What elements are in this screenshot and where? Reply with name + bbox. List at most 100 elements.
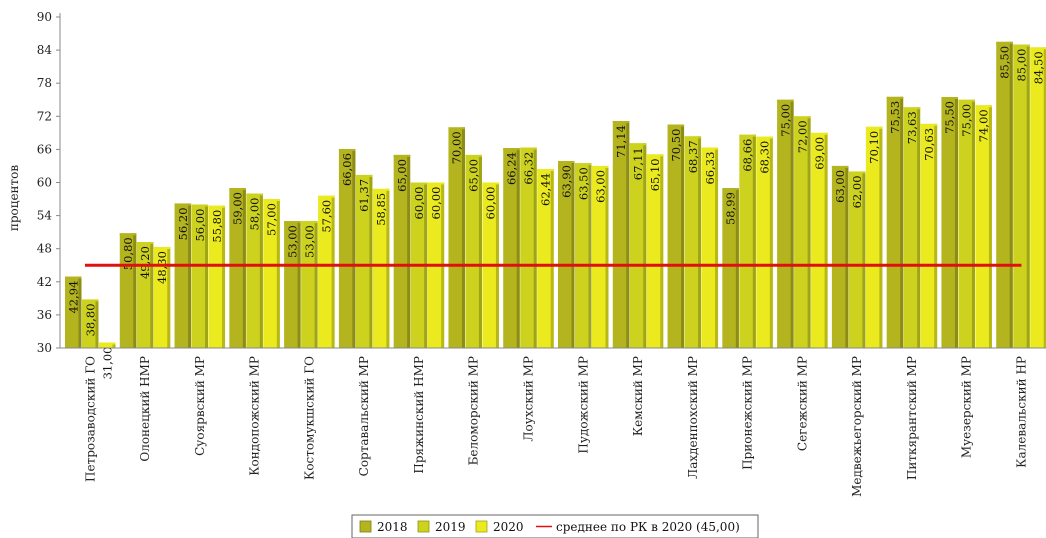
bar-shade [735,188,739,348]
bar-shade [297,221,301,348]
bar [301,221,318,348]
data-label: 59,00 [231,192,245,225]
bar [920,123,938,348]
data-label: 68,30 [758,141,772,174]
bar [246,193,263,348]
bar [99,342,116,348]
y-tick-label: 66 [37,142,52,156]
data-label: 66,33 [703,152,717,185]
bar-top [920,123,938,126]
y-tick-label: 72 [37,109,52,123]
x-tick-label: Медвежьегорский МР [850,356,864,497]
bar-top [372,188,390,191]
bar-top [903,107,921,110]
bar-top [153,247,171,250]
bar-shade [790,99,794,348]
bar-top [777,99,794,102]
data-label: 67,11 [631,147,645,180]
bar [448,127,465,348]
bar-top [646,154,664,157]
bar [831,165,849,348]
bar [722,188,739,348]
bar-shade [954,96,958,348]
bar [886,96,904,348]
x-tick-label: Муезерский МР [960,356,974,458]
bar [174,203,192,348]
bar-top [667,124,685,127]
bar [263,199,280,348]
bar [318,195,335,348]
bar [284,221,301,348]
bar-top [537,169,554,172]
bar [229,188,246,348]
bar [191,204,209,348]
bar-shade [407,154,411,348]
bar-top [865,126,883,129]
x-tick-label: Калевальский НР [1014,356,1028,468]
bar-shade [1009,41,1013,348]
y-tick-label: 60 [37,176,52,190]
data-label: 63,00 [833,170,847,203]
bar [701,147,719,348]
bar-shade [605,165,609,348]
bar-shade [752,134,756,348]
bar [82,299,99,348]
bar-shade [1043,47,1046,348]
bar [996,41,1013,348]
legend-swatch [417,520,430,533]
bar-top [520,147,537,150]
bar-top [503,148,520,151]
bar [465,154,482,348]
bar-shade [461,127,465,348]
legend-label: 2018 [377,520,408,534]
bar-shade [205,204,209,348]
bar [208,205,226,348]
bar-shade [681,124,685,348]
data-label: 70,10 [867,131,881,164]
data-label: 63,00 [593,170,607,203]
bar-shade [715,147,719,348]
bar-shade [112,342,116,348]
data-label: 65,10 [648,158,662,191]
bar-top [229,188,246,191]
bar-shade [188,203,192,348]
y-tick-label: 78 [37,76,52,90]
bar-shade [352,149,356,348]
data-label: 55,80 [210,210,224,243]
bar-shade [879,126,883,348]
bar [629,143,647,348]
data-label: 70,00 [450,131,464,164]
bar-top [811,132,828,135]
y-tick-label: 90 [37,10,52,24]
data-label: 75,50 [943,101,957,134]
bar-shade [824,132,828,348]
data-label: 42,94 [66,281,80,314]
data-label: 50,80 [121,237,135,270]
data-label: 84,50 [1031,51,1045,84]
bar-top [739,134,756,137]
x-tick-label: Сортавальский МР [357,356,371,476]
y-axis: 30 36 42 48 54 60 66 72 78 84 90 [37,10,61,355]
bar [592,165,609,348]
x-tick-label: Кондопожский МР [248,356,262,476]
bar-top [284,221,301,224]
data-label: 57,00 [265,203,279,236]
bar-shade [988,105,992,349]
bar-shade [917,107,921,348]
y-tick-label: 48 [37,242,52,256]
bar-top [1013,44,1030,47]
data-label: 60,00 [429,187,443,220]
data-label: 72,00 [795,120,809,153]
bar-shade [588,163,592,348]
x-tick-label: Суоярвский МР [193,356,207,456]
y-tick-label: 54 [37,209,53,223]
data-label: 63,50 [576,167,590,200]
bar [393,154,411,348]
bars [65,41,1046,349]
legend-swatch [359,520,372,533]
x-tick-label: Беломорский МР [467,356,481,465]
legend-swatch [475,520,488,533]
y-tick-label: 30 [37,341,52,355]
bar-shade [900,96,904,348]
